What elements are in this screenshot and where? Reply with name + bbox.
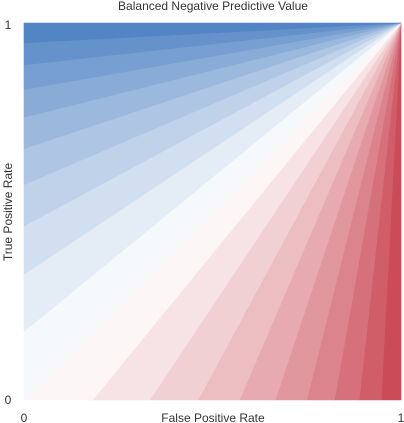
y-axis-label: True Positive Rate (1, 163, 15, 262)
chart-title: Balanced Negative Predictive Value (118, 0, 308, 13)
contour-band-19 (23, 22, 402, 44)
x-tick-label-0: 0 (21, 411, 28, 423)
x-tick-label-1: 1 (398, 411, 404, 423)
y-tick-label-1: 1 (5, 18, 12, 32)
contour-bands (23, 22, 402, 401)
y-tick-label-0: 0 (5, 393, 12, 407)
x-axis-label: False Positive Rate (161, 411, 265, 423)
